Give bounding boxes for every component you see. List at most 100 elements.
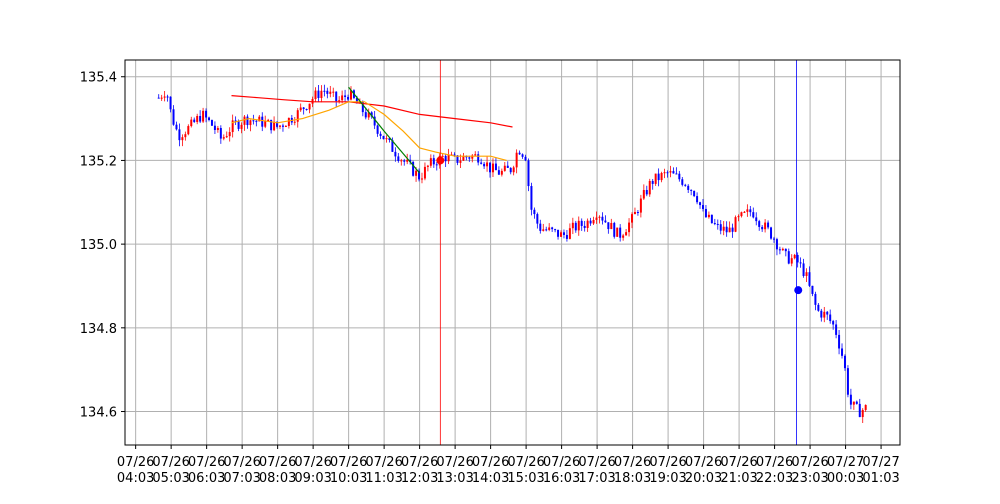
candlestick — [219, 125, 222, 144]
candlestick — [302, 107, 305, 115]
candlestick — [208, 116, 211, 122]
candlestick — [654, 173, 657, 186]
candlestick — [631, 212, 634, 229]
candlestick — [243, 114, 246, 131]
x-tick-label-time: 14:03 — [472, 471, 509, 486]
x-tick-label-date: 07/26 — [436, 455, 473, 470]
candlestick — [645, 185, 648, 197]
candlestick — [323, 84, 326, 97]
candlestick — [790, 254, 793, 267]
y-tick-label: 134.8 — [80, 322, 117, 337]
x-tick-label-date: 07/26 — [401, 455, 438, 470]
indicator-layer — [231, 86, 513, 174]
candlestick — [622, 233, 625, 241]
candlestick — [367, 108, 370, 120]
candlestick — [758, 219, 761, 231]
x-tick-label-date: 07/26 — [543, 455, 580, 470]
candlestick — [160, 94, 163, 101]
candlestick — [462, 152, 465, 161]
candlestick — [344, 89, 347, 102]
candlestick — [601, 212, 604, 225]
candlestick — [693, 190, 696, 198]
candlestick — [542, 223, 545, 232]
x-tick-label-time: 16:03 — [543, 471, 580, 486]
candlestick — [169, 96, 172, 113]
candlestick — [610, 218, 613, 230]
x-tick-label-time: 05:03 — [152, 471, 189, 486]
candlestick — [557, 229, 560, 240]
x-tick-label-date: 07/26 — [294, 455, 331, 470]
candlestick — [755, 212, 758, 226]
candlestick — [767, 220, 770, 230]
candlestick — [234, 116, 237, 125]
candlestick — [855, 400, 858, 405]
x-tick-label-date: 07/26 — [365, 455, 402, 470]
x-tick-label-date: 07/27 — [827, 455, 864, 470]
candlestick — [589, 217, 592, 226]
candlestick — [527, 158, 530, 192]
x-tick-label-time: 19:03 — [649, 471, 686, 486]
candlestick — [663, 168, 666, 179]
candlestick — [864, 404, 867, 412]
x-tick-label-time: 06:03 — [188, 471, 225, 486]
candlestick — [838, 330, 841, 355]
candlestick — [376, 124, 379, 137]
candlestick — [613, 221, 616, 239]
candlestick — [770, 226, 773, 240]
candlestick — [364, 107, 367, 120]
candlestick — [503, 161, 506, 172]
candlestick — [636, 209, 639, 216]
candlestick — [308, 103, 311, 114]
candlestick — [793, 253, 796, 260]
candlestick — [515, 149, 518, 174]
candlestick — [846, 365, 849, 398]
x-tick-label-date: 07/26 — [472, 455, 509, 470]
candlestick — [781, 247, 784, 252]
candlestick — [657, 168, 660, 187]
candlestick — [772, 236, 775, 243]
candlestick — [273, 116, 276, 132]
candlestick — [814, 291, 817, 311]
candlestick — [761, 224, 764, 232]
candlestick — [264, 115, 267, 129]
series-line — [231, 101, 507, 161]
x-tick-label-time: 09:03 — [294, 471, 331, 486]
candlestick — [852, 401, 855, 410]
candlestick — [420, 172, 423, 184]
candlestick — [175, 121, 178, 131]
candlestick — [216, 125, 219, 133]
candlestick — [225, 131, 228, 139]
candlestick — [412, 160, 415, 177]
candlestick — [166, 94, 169, 102]
candlestick — [642, 184, 645, 200]
candlestick — [296, 108, 299, 128]
candlestick — [616, 227, 619, 237]
x-tick-label-time: 22:03 — [756, 471, 793, 486]
candlestick — [648, 178, 651, 197]
candlestick — [444, 153, 447, 168]
candlestick — [707, 211, 710, 219]
candlestick — [284, 124, 287, 128]
candlestick — [506, 161, 509, 169]
x-tick-label-date: 07/26 — [756, 455, 793, 470]
candlestick — [580, 218, 583, 231]
candlestick — [678, 170, 681, 182]
series-line — [231, 95, 513, 128]
candlestick — [178, 123, 181, 147]
candlestick — [805, 268, 808, 283]
candlestick — [403, 158, 406, 166]
candlestick — [545, 226, 548, 232]
candlestick — [565, 230, 568, 242]
candlestick — [687, 184, 690, 193]
candlestick — [592, 216, 595, 225]
plot-frame — [124, 59, 901, 446]
candlestick — [799, 257, 802, 268]
candlestick — [287, 117, 290, 129]
x-tick-label-time: 00:03 — [827, 471, 864, 486]
candlestick — [409, 154, 412, 165]
candlestick — [249, 119, 252, 132]
candlestick — [696, 192, 699, 205]
candlestick — [426, 164, 429, 172]
x-tick-label-time: 04:03 — [117, 471, 154, 486]
